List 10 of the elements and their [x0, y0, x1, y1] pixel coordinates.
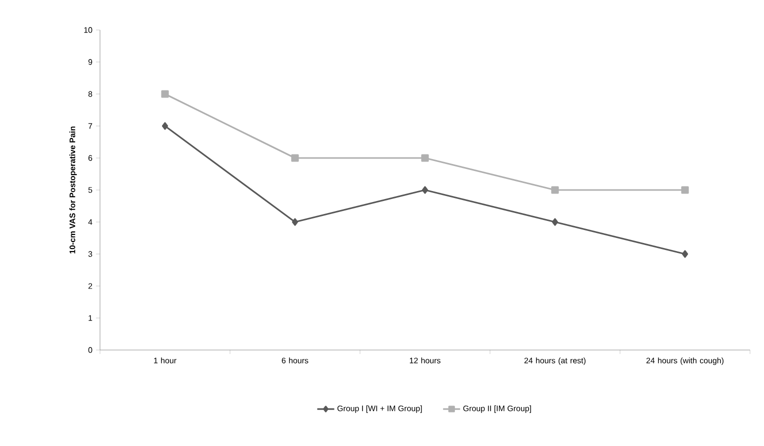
point [551, 186, 559, 194]
point [291, 154, 299, 162]
point [422, 186, 428, 194]
point [161, 90, 169, 98]
point [292, 218, 298, 226]
point [421, 154, 429, 162]
point [682, 250, 688, 258]
point [162, 122, 168, 130]
point [681, 186, 689, 194]
point [552, 218, 558, 226]
